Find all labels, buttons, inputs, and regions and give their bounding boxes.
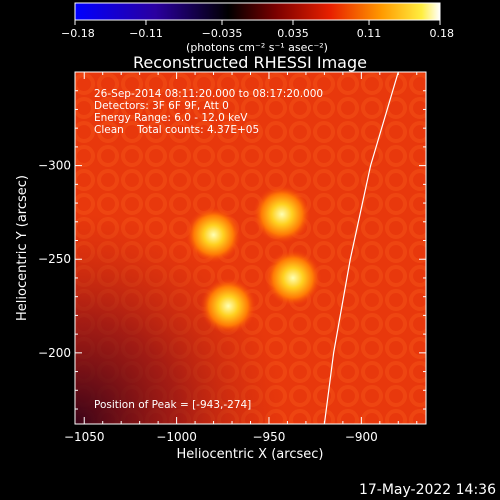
emission-sources	[185, 185, 322, 335]
emission-source	[200, 278, 257, 335]
emission-source	[264, 249, 322, 307]
image-info: 26-Sep-2014 08:11:20.000 to 08:17:20.000…	[94, 88, 323, 411]
image-dark-corner	[75, 72, 426, 424]
colorbar-tick-label: 0.035	[277, 27, 309, 40]
solar-limb-line	[323, 72, 399, 424]
x-tick-label: −1000	[156, 430, 197, 444]
plot-area	[75, 72, 426, 424]
info-line-detectors: Detectors: 3F 6F 9F, Att 0	[94, 100, 229, 112]
peak-position: Position of Peak = [-943,-274]	[94, 399, 251, 411]
y-axis-label: Heliocentric Y (arcsec)	[15, 175, 30, 321]
info-line-counts: Clean Total counts: 4.37E+05	[94, 124, 259, 136]
colorbar-units: (photons cm⁻² s⁻¹ asec⁻²)	[186, 41, 328, 54]
image-title: Reconstructed RHESSI Image	[133, 53, 367, 72]
y-tick-label: −250	[38, 252, 71, 266]
info-line-time: 26-Sep-2014 08:11:20.000 to 08:17:20.000	[94, 88, 323, 100]
y-tick-label: −200	[38, 346, 71, 360]
x-axis: −1050 −1000 −950 −900	[64, 72, 418, 444]
x-tick-label: −900	[345, 430, 378, 444]
x-tick-label: −950	[252, 430, 285, 444]
footer-timestamp: 17-May-2022 14:36	[359, 482, 496, 498]
y-axis: −200 −250 −300	[38, 90, 426, 410]
colorbar-tick-label: −0.11	[129, 27, 163, 40]
colorbar-tick-label: 0.18	[430, 27, 455, 40]
info-line-energy: Energy Range: 6.0 - 12.0 keV	[94, 112, 248, 124]
colorbar-tick-label: −0.18	[61, 27, 95, 40]
colorbar: −0.18 −0.11 −0.035 0.035 0.11 0.18 (photons c…	[61, 2, 454, 54]
colorbar-ticks: −0.18 −0.11 −0.035 0.035 0.11 0.18	[61, 20, 454, 40]
emission-source	[185, 206, 242, 263]
x-tick-label: −1050	[64, 430, 105, 444]
colorbar-tick-label: 0.11	[357, 27, 382, 40]
x-axis-label: Heliocentric X (arcsec)	[177, 447, 324, 462]
y-tick-label: −300	[38, 159, 71, 173]
colorbar-gradient	[74, 2, 441, 21]
emission-source	[252, 185, 312, 244]
colorbar-tick-label: −0.035	[202, 27, 243, 40]
